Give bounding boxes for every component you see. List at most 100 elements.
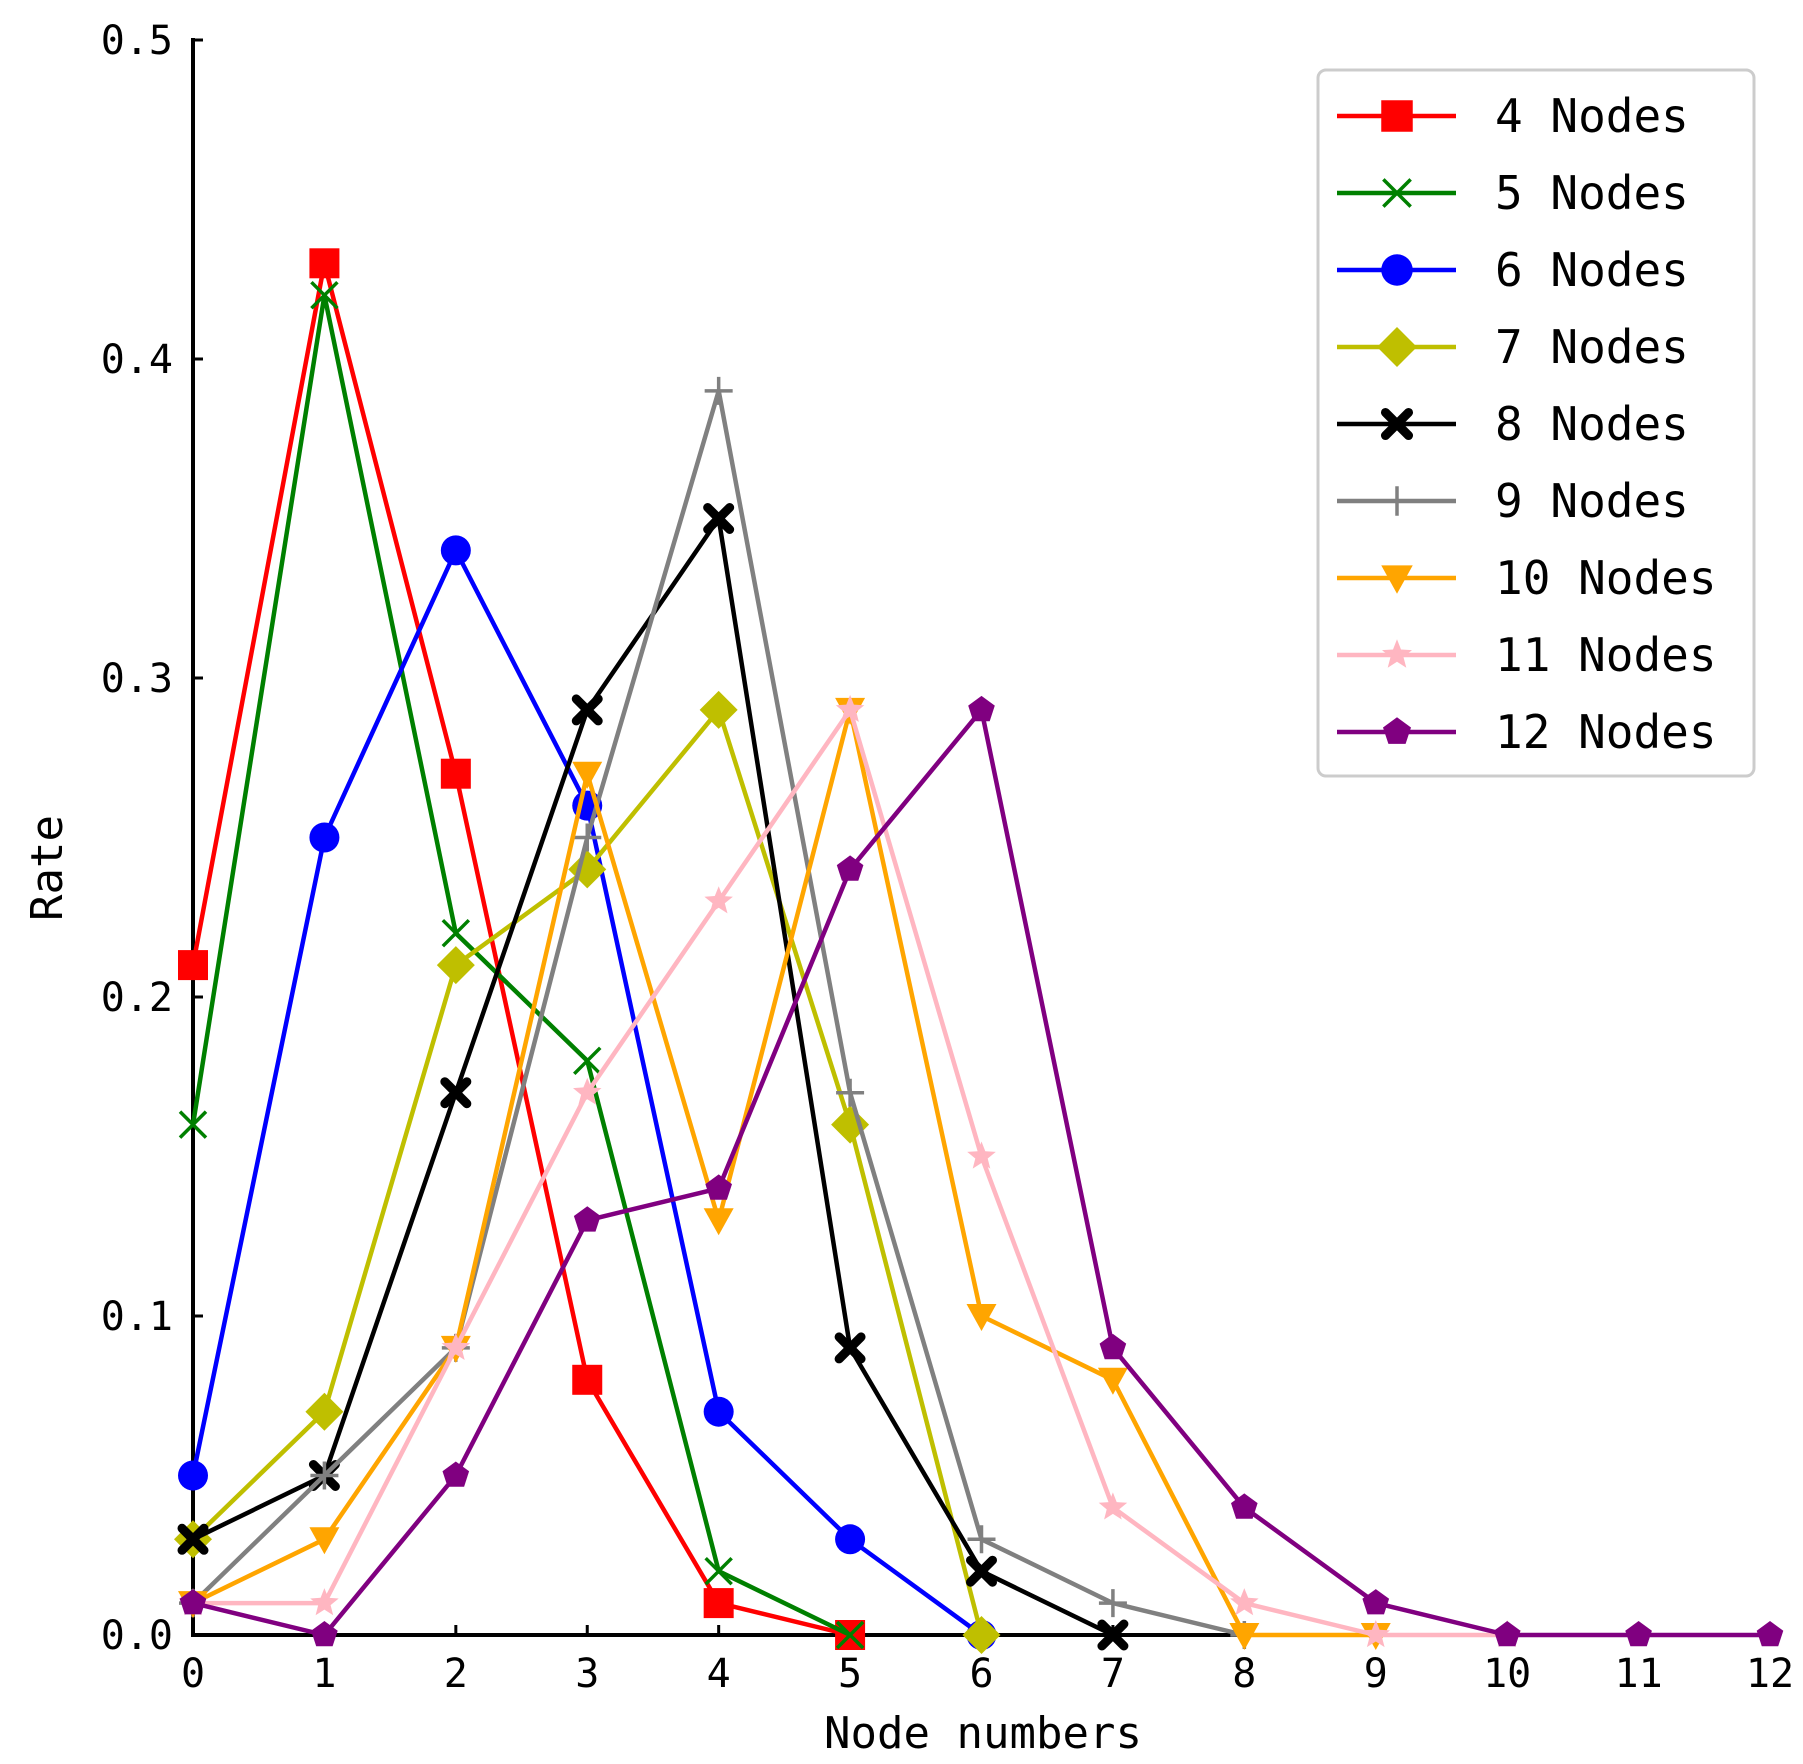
data-point [835, 694, 865, 722]
data-point [703, 503, 735, 534]
data-point [967, 1525, 996, 1554]
data-point [836, 1078, 865, 1107]
x-tick-label: 12 [1746, 1651, 1794, 1697]
data-point [703, 1208, 734, 1236]
data-point [1361, 1620, 1390, 1648]
data-point [440, 535, 471, 566]
legend-marker [1382, 486, 1412, 516]
legend-label: 11 Nodes [1495, 628, 1717, 682]
y-tick-label: 0.3 [101, 656, 173, 702]
x-tick-label: 5 [838, 1651, 862, 1697]
data-point [704, 886, 733, 914]
data-point [705, 1174, 732, 1200]
legend-marker [1380, 407, 1414, 441]
data-point [1098, 1492, 1128, 1520]
legend-label: 7 Nodes [1495, 320, 1689, 374]
x-tick-label: 0 [181, 1651, 205, 1697]
series-layer [174, 248, 1784, 1654]
legend-marker [1383, 717, 1411, 744]
x-tick-label: 8 [1232, 1651, 1256, 1697]
x-tick-label: 3 [575, 1651, 599, 1697]
data-point [966, 1304, 997, 1331]
legend-label: 9 Nodes [1495, 474, 1689, 528]
data-point [311, 1621, 338, 1647]
legend-item: 4 Nodes [1337, 89, 1689, 143]
series-7-nodes [174, 690, 1001, 1654]
data-point [310, 1461, 339, 1490]
x-tick-label: 7 [1101, 1651, 1125, 1697]
data-point [178, 1460, 208, 1491]
data-point [179, 1589, 207, 1615]
x-tick-label: 9 [1364, 1651, 1388, 1697]
data-point [177, 1523, 209, 1555]
data-point [1097, 1619, 1129, 1651]
data-point [834, 1332, 866, 1364]
data-point [573, 1077, 602, 1105]
data-point [440, 758, 471, 789]
data-point [699, 690, 738, 729]
series-line [191, 388, 1245, 1638]
data-point [966, 1555, 997, 1587]
x-tick-label: 10 [1483, 1651, 1531, 1697]
data-point [1229, 1623, 1260, 1650]
y-tick-label: 0.4 [101, 337, 173, 383]
series-line [190, 261, 851, 1638]
data-point [309, 1527, 340, 1555]
data-point [573, 823, 602, 852]
legend-item: 8 Nodes [1337, 397, 1689, 451]
data-point [967, 1141, 996, 1169]
data-point [1097, 1367, 1128, 1395]
data-point [1625, 1621, 1652, 1647]
series-line [190, 292, 852, 1638]
x-tick-label: 1 [312, 1651, 336, 1697]
data-point [704, 376, 733, 405]
legend-item: 5 Nodes [1337, 166, 1689, 220]
data-point [1362, 1589, 1390, 1615]
x-tick-label: 2 [444, 1651, 468, 1697]
series-line [192, 707, 1376, 1638]
data-point [703, 1396, 734, 1427]
data-point [309, 248, 340, 279]
data-point [835, 1524, 866, 1555]
legend-label: 8 Nodes [1495, 397, 1689, 451]
legend-marker [1381, 565, 1413, 594]
legend-marker [1381, 100, 1413, 132]
series-12-nodes [179, 695, 1784, 1647]
data-point [310, 1588, 339, 1616]
series-11-nodes [178, 694, 1522, 1648]
data-point [1756, 1621, 1784, 1647]
legend-marker [1382, 639, 1412, 668]
series-5-nodes [178, 280, 865, 1650]
data-point [571, 694, 603, 726]
data-point [572, 761, 603, 789]
data-point [573, 1206, 601, 1232]
y-tick-label: 0.5 [101, 18, 173, 64]
data-point [968, 695, 995, 722]
series-10-nodes [178, 697, 1391, 1650]
legend-box [1316, 68, 1756, 778]
data-point [440, 1077, 472, 1109]
series-8-nodes [177, 503, 1129, 1651]
legend-item: 9 Nodes [1337, 474, 1689, 528]
data-point [831, 1105, 870, 1144]
legend-marker [1382, 178, 1412, 208]
data-point [1099, 1333, 1127, 1360]
y-tick-label: 0.1 [101, 1294, 173, 1340]
y-tick-label: 0.2 [101, 975, 173, 1021]
y-axis-label: Rate [22, 815, 73, 921]
series-line [193, 707, 1508, 1638]
data-point [572, 1364, 603, 1395]
data-point [178, 950, 208, 981]
legend-label: 4 Nodes [1495, 89, 1689, 143]
data-point [310, 280, 339, 310]
data-point [305, 1392, 344, 1431]
data-point [573, 1046, 602, 1076]
data-point [441, 918, 471, 948]
data-point [962, 1616, 1001, 1654]
legend-item: 10 Nodes [1337, 551, 1717, 605]
series-4-nodes [178, 248, 866, 1650]
data-point [704, 1556, 733, 1586]
x-tick-label: 11 [1614, 1651, 1662, 1697]
legend-item: 6 Nodes [1337, 243, 1689, 297]
legend-label: 10 Nodes [1495, 551, 1717, 605]
